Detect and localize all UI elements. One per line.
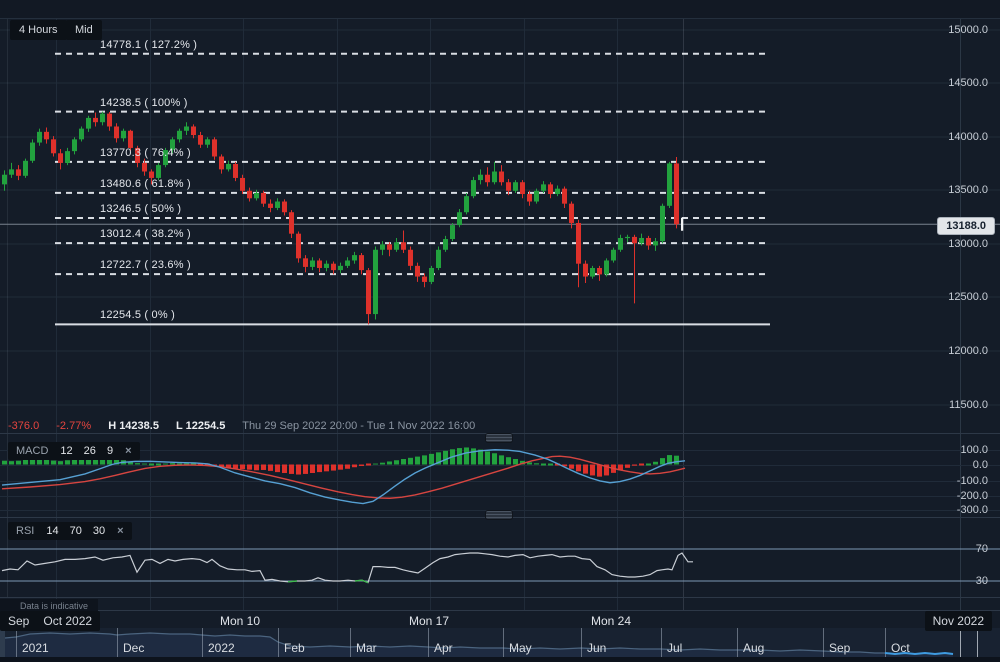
macd-close-icon[interactable]: × <box>125 445 132 457</box>
period-low: L 12254.5 <box>176 420 226 432</box>
nav-month-label[interactable]: Mar <box>356 641 377 655</box>
macd-panel-resize-handle[interactable] <box>485 433 513 443</box>
nav-month-label[interactable]: Feb <box>284 641 305 655</box>
price-axis-label: 13500.0 <box>948 184 988 196</box>
macd-axis-label: -200.0 <box>956 490 988 502</box>
rsi-params: 14 70 30 <box>46 525 106 537</box>
date-range: Thu 29 Sep 2022 20:00 - Tue 1 Nov 2022 1… <box>242 420 476 432</box>
price-type-button[interactable]: Mid <box>66 20 102 40</box>
rsi-close-icon[interactable]: × <box>117 525 124 537</box>
nav-month-label[interactable]: Sep <box>829 641 851 655</box>
price-axis-label: 15000.0 <box>948 24 988 36</box>
macd-axis-label: -300.0 <box>956 504 988 516</box>
timeline-month-current: Oct 2022 <box>43 614 93 628</box>
nav-month-label[interactable]: Oct <box>891 641 910 655</box>
change-percent: -2.77% <box>56 420 92 432</box>
fib-level-label: 13246.5 ( 50% ) <box>100 202 182 215</box>
nav-month-label[interactable]: 2022 <box>208 641 235 655</box>
macd-axis-label: -100.0 <box>956 475 988 487</box>
rsi-panel-resize-handle[interactable] <box>485 510 513 520</box>
nav-month-label[interactable]: Aug <box>743 641 765 655</box>
macd-legend[interactable]: MACD 12 26 9 × <box>8 442 140 460</box>
macd-axis-label: 0.0 <box>972 459 988 471</box>
macd-params: 12 26 9 <box>60 445 114 457</box>
nav-month-label[interactable]: Jun <box>587 641 607 655</box>
data-indicative-note: Data is indicative <box>0 599 99 613</box>
price-axis-label: 13000.0 <box>948 238 988 250</box>
fib-level-label: 14778.1 ( 127.2% ) <box>100 38 198 51</box>
rsi-title: RSI <box>16 525 35 537</box>
timeline-tick-label: Mon 10 <box>219 614 261 628</box>
fib-level-label: 12254.5 ( 0% ) <box>100 309 175 322</box>
current-price-label: 13188.0 <box>937 217 995 235</box>
top-strip <box>0 0 1000 19</box>
price-axis-label: 14000.0 <box>948 131 988 143</box>
price-axis-label: 11500.0 <box>949 399 988 411</box>
price-axis-label: 12500.0 <box>948 291 988 303</box>
nav-month-label[interactable]: Jul <box>667 641 683 655</box>
rsi-legend[interactable]: RSI 14 70 30 × <box>8 522 132 540</box>
price-axis-label: 12000.0 <box>948 345 988 357</box>
fib-level-label: 13770.3 ( 76.4% ) <box>100 146 191 159</box>
period-high: H 14238.5 <box>108 420 159 432</box>
change-value: -376.0 <box>8 420 40 432</box>
nav-month-label[interactable]: Apr <box>434 641 453 655</box>
fib-level-label: 12722.7 ( 23.6% ) <box>100 259 191 272</box>
macd-axis-label: 100.0 <box>960 444 988 456</box>
stats-row: -376.0 -2.77% H 14238.5 L 12254.5 Thu 29… <box>8 420 489 432</box>
rsi-axis-label: 30 <box>975 575 988 587</box>
timeline-current-label: Sep Oct 2022 <box>0 611 101 631</box>
rsi-axis-label: 70 <box>975 543 988 555</box>
timeline-month-start: Sep <box>8 614 30 628</box>
fib-level-label: 13480.6 ( 61.8% ) <box>100 177 191 190</box>
timeline-right-label: Nov 2022 <box>924 611 992 631</box>
price-axis-label: 14500.0 <box>948 77 988 89</box>
nav-month-label[interactable]: 2021 <box>22 641 49 655</box>
timeframe-button[interactable]: 4 Hours <box>10 20 67 40</box>
fib-level-label: 14238.5 ( 100% ) <box>100 96 188 109</box>
timeline-tick-label: Mon 17 <box>408 614 450 628</box>
timeline-tick-label: Mon 24 <box>590 614 632 628</box>
nav-month-label[interactable]: Dec <box>123 641 145 655</box>
nav-month-label[interactable]: May <box>509 641 532 655</box>
fib-level-label: 13012.4 ( 38.2% ) <box>100 228 191 241</box>
macd-title: MACD <box>16 445 49 457</box>
